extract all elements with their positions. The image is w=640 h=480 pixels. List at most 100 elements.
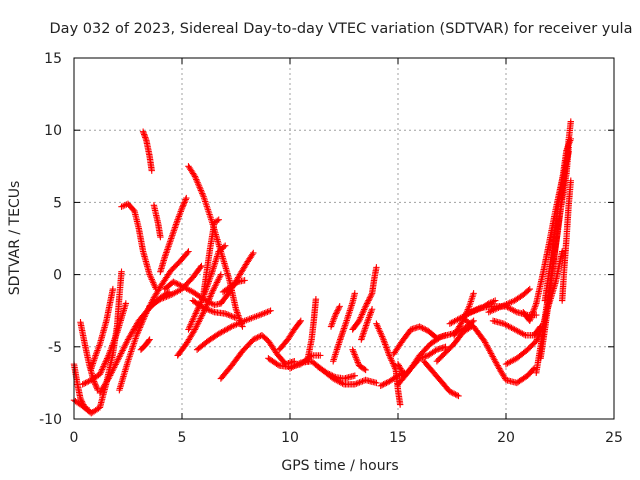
data-point	[520, 331, 528, 338]
data-point	[185, 248, 192, 255]
data-point	[140, 316, 147, 323]
data-point	[135, 327, 142, 334]
data-point	[250, 249, 257, 257]
data-point	[136, 324, 144, 331]
series-track-35	[373, 320, 404, 408]
series-track-05	[88, 285, 117, 372]
data-point	[157, 233, 164, 241]
y-tick-label: 10	[44, 123, 62, 139]
series-track-13	[157, 194, 190, 275]
data-point	[142, 311, 149, 319]
data-point	[207, 293, 214, 300]
series-track-36	[390, 323, 449, 358]
data-point	[232, 314, 240, 322]
data-point	[209, 308, 217, 315]
data-point	[256, 311, 263, 319]
data-point	[191, 326, 199, 333]
data-point	[175, 281, 183, 288]
data-point	[379, 334, 387, 342]
data-point	[364, 298, 371, 306]
data-point	[110, 364, 118, 371]
data-point	[261, 309, 268, 317]
data-point	[567, 118, 574, 125]
data-point	[103, 355, 111, 362]
data-point	[115, 354, 122, 362]
data-point	[101, 361, 108, 369]
data-point	[120, 344, 128, 351]
data-point	[354, 379, 362, 387]
data-point	[155, 296, 163, 304]
data-point	[383, 379, 390, 387]
data-point	[258, 311, 265, 318]
data-point	[223, 311, 230, 318]
data-point	[117, 351, 124, 359]
data-point	[378, 381, 386, 389]
y-tick-label: 15	[44, 51, 62, 67]
data-point	[527, 316, 534, 323]
data-point	[251, 335, 258, 343]
data-point	[103, 356, 110, 364]
data-point	[232, 306, 240, 313]
data-point	[419, 324, 426, 332]
data-point	[106, 372, 114, 379]
data-point	[373, 379, 380, 387]
data-point	[77, 395, 84, 402]
data-point	[323, 369, 330, 376]
data-point	[262, 309, 270, 316]
data-point	[183, 194, 190, 202]
data-point	[196, 316, 203, 324]
data-point	[118, 348, 126, 356]
data-point	[296, 318, 304, 326]
data-point	[107, 370, 115, 378]
data-point	[121, 342, 129, 349]
data-point	[351, 372, 358, 379]
data-point	[82, 379, 89, 387]
data-point	[205, 298, 212, 305]
series-track-45	[485, 285, 533, 316]
data-point	[96, 371, 104, 378]
data-point	[195, 182, 203, 189]
data-point	[174, 280, 181, 288]
data-point	[222, 310, 229, 317]
data-point	[326, 371, 333, 378]
data-point	[363, 300, 371, 307]
data-point	[531, 303, 539, 310]
data-point	[118, 268, 125, 275]
data-point	[205, 306, 212, 313]
series-track-20	[200, 216, 222, 297]
data-point	[192, 324, 199, 332]
data-point	[296, 360, 303, 367]
data-point	[332, 311, 339, 319]
data-point	[181, 197, 189, 205]
x-tick-label: 5	[178, 430, 187, 446]
data-point	[112, 361, 119, 368]
data-point	[317, 352, 324, 359]
data-point	[180, 202, 187, 209]
data-point	[334, 307, 341, 314]
data-point	[191, 311, 199, 319]
data-point	[225, 311, 232, 319]
data-point	[332, 310, 340, 317]
data-point	[249, 251, 256, 258]
data-point	[211, 284, 218, 291]
data-point	[209, 288, 216, 296]
series-track-10	[139, 128, 155, 174]
series-track-40	[433, 323, 475, 365]
data-point	[193, 177, 201, 185]
data-point	[113, 359, 120, 367]
data-point	[228, 312, 235, 320]
data-point	[381, 380, 389, 387]
data-point	[450, 390, 458, 397]
data-point	[194, 179, 201, 186]
data-point	[193, 323, 200, 330]
data-point	[327, 371, 335, 379]
data-point	[177, 282, 184, 289]
data-point	[209, 287, 217, 294]
series-track-04	[79, 300, 130, 388]
series-track-43	[459, 314, 538, 387]
data-point	[93, 384, 100, 391]
series-track-29	[327, 303, 343, 330]
data-point	[532, 301, 539, 309]
data-point	[197, 187, 205, 194]
data-point	[264, 308, 271, 316]
